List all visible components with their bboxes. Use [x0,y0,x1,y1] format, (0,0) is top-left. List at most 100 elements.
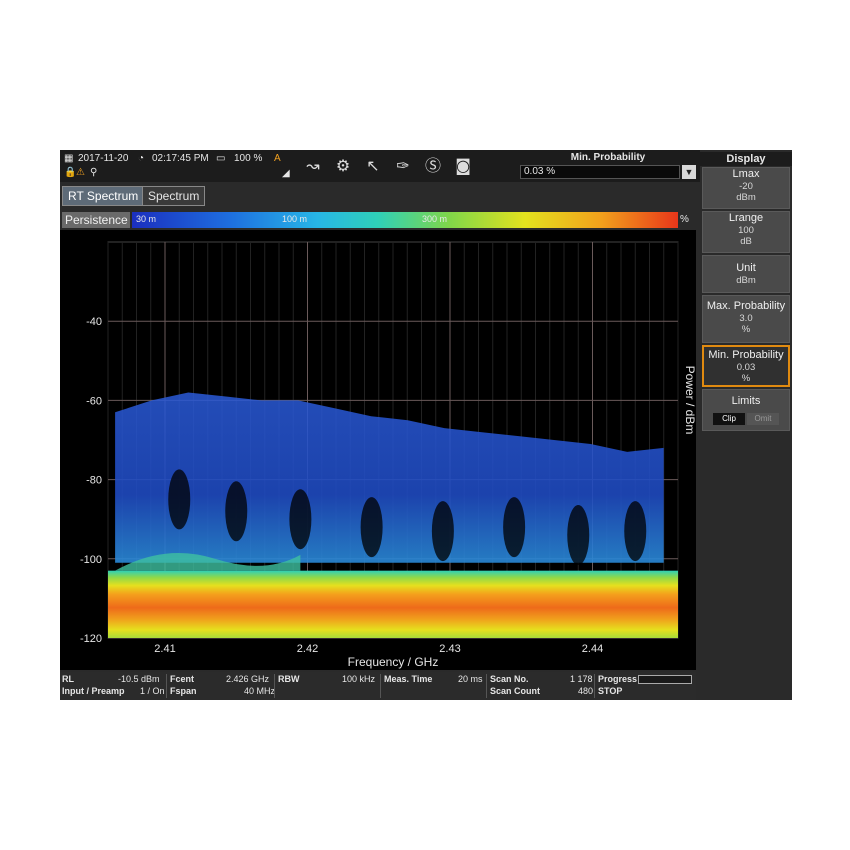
scan-no-value: 1 178 [570,674,593,684]
rl-label: RL [62,674,74,684]
fcent-label: Fcent [170,674,195,684]
persistence-gap [431,501,454,562]
fspan-label: Fspan [170,686,197,696]
mode-flag: A [274,153,281,164]
display-panel: Display Lmax -20 dBm Lrange 100 dB Unit … [700,150,792,700]
progress-bar [638,675,692,684]
max-probability-button[interactable]: Max. Probability 3.0 % [702,295,790,343]
cursor-icon[interactable]: ↖ [366,156,380,175]
tab-spectrum[interactable]: Spectrum [142,186,206,206]
min-probability-input[interactable]: 0.03 % [520,165,680,179]
scan-no-label: Scan No. [490,674,529,684]
x-axis-label: Frequency / GHz [348,655,439,669]
marker-peak-icon[interactable]: ✑ [396,156,410,175]
persistence-gap [168,469,191,530]
meas-time-value: 20 ms [458,674,483,684]
spectrum-chart: -40 -60 -80 -100 -120 2.41 2.42 2.43 2.44 Frequen… [80,241,696,669]
y-tick-label: -80 [86,475,102,487]
unit-label: Unit [736,262,756,274]
min-probability-title: Min. Probability [570,152,646,163]
min-probability-label: Min. Probability [708,349,784,361]
persistence-unit: % [680,214,689,225]
lmax-button[interactable]: Lmax -20 dBm [702,167,790,209]
lmax-label: Lmax [732,168,760,180]
clock-icon: ◔ [138,153,145,164]
lock-icon: 🔒 [64,167,77,178]
separator [594,674,595,698]
persistence-tick: 300 m [422,214,448,224]
low-level-signal [115,553,301,571]
lmax-unit: dBm [736,192,756,203]
input-label: Input / Preamp [62,686,125,696]
x-tick-label: 2.43 [439,643,460,655]
x-tick-label: 2.41 [154,643,175,655]
panel-title: Display [700,152,792,166]
separator [486,674,487,698]
persistence-gap [503,497,526,558]
analyzer-screen: ▦ 2017-11-20 ◔ 02:17:45 PM ▭ 100 % A 🔒 ⚠… [60,150,792,700]
max-probability-unit: % [741,324,751,335]
limits-label: Limits [731,395,761,407]
status-date: 2017-11-20 [78,153,129,164]
progress-label: Progress [598,674,638,684]
y-tick-label: -60 [86,395,102,407]
persistence-gap [289,489,312,550]
separator [166,674,167,698]
rl-value: -10.5 dBm [118,674,160,684]
signal-envelope [115,392,664,563]
separator [380,674,381,698]
warning-icon: ⚠ [76,167,85,178]
calendar-icon: ▦ [64,153,74,164]
persistence-tick: 100 m [282,214,308,224]
marker-icon[interactable]: ↝ [306,156,320,175]
min-probability-button[interactable]: Min. Probability 0.03 % [702,345,790,387]
persistence-gap [624,501,647,562]
lrange-button[interactable]: Lrange 100 dB [702,211,790,253]
lmax-value: -20 [739,181,753,192]
limits-button[interactable]: Limits Clip Omit [702,389,790,431]
scan-count-value: 480 [578,686,594,696]
scan-count-label: Scan Count [490,686,541,696]
limits-clip-option[interactable]: Clip [713,413,745,425]
noise-floor-band [108,570,678,638]
persistence-gap [360,497,383,558]
x-tick-label: 2.44 [582,643,603,655]
scan-icon[interactable]: Ⓢ [424,156,441,175]
persistence-color-bar: 30 m 100 m 300 m [132,212,678,228]
rbw-label: RBW [278,674,300,684]
gps-icon: ⚲ [90,167,98,178]
meas-time-label: Meas. Time [384,674,433,684]
fcent-value: 2.426 GHz [226,674,270,684]
unit-button[interactable]: Unit dBm [702,255,790,293]
limits-omit-option[interactable]: Omit [747,413,779,425]
lrange-value: 100 [738,225,754,236]
lrange-unit: dB [740,236,752,247]
min-probability-unit: % [741,373,751,384]
persistence-label: Persistence [62,212,130,228]
max-probability-value: 3.0 [739,313,753,324]
input-value: 1 / On [140,686,165,696]
y-tick-label: -40 [86,316,102,328]
settings-icon[interactable]: ⚙ [335,156,351,175]
tab-rt-spectrum[interactable]: RT Spectrum [62,186,145,206]
persistence-gap [225,481,248,542]
stop-status: STOP [598,686,623,696]
y-tick-label: -100 [80,554,102,566]
y-tick-label: -120 [80,633,102,645]
unit-value: dBm [736,275,756,286]
min-probability-value: 0.03 [736,362,756,373]
persistence-tick: 30 m [136,214,157,224]
rt-spectrum-plot[interactable]: -40 -60 -80 -100 -120 2.41 2.42 2.43 2.44 Frequen… [60,230,696,670]
status-bar: ▦ 2017-11-20 ◔ 02:17:45 PM ▭ 100 % A 🔒 ⚠… [60,150,700,182]
min-probability-control[interactable]: Min. Probability 0.03 % ▼ [518,152,698,180]
persistence-gap [567,505,590,566]
x-tick-label: 2.42 [297,643,318,655]
rbw-value: 100 kHz [342,674,376,684]
camera-icon[interactable]: ◙ [455,156,471,175]
fspan-value: 40 MHz [244,686,276,696]
lrange-label: Lrange [728,212,764,224]
chevron-down-icon[interactable]: ▼ [682,165,696,179]
info-bar: RL -10.5 dBm Input / Preamp 1 / On Fcent… [60,672,696,700]
battery-icon: ▭ [216,153,226,164]
battery-level: 100 % [234,153,263,164]
